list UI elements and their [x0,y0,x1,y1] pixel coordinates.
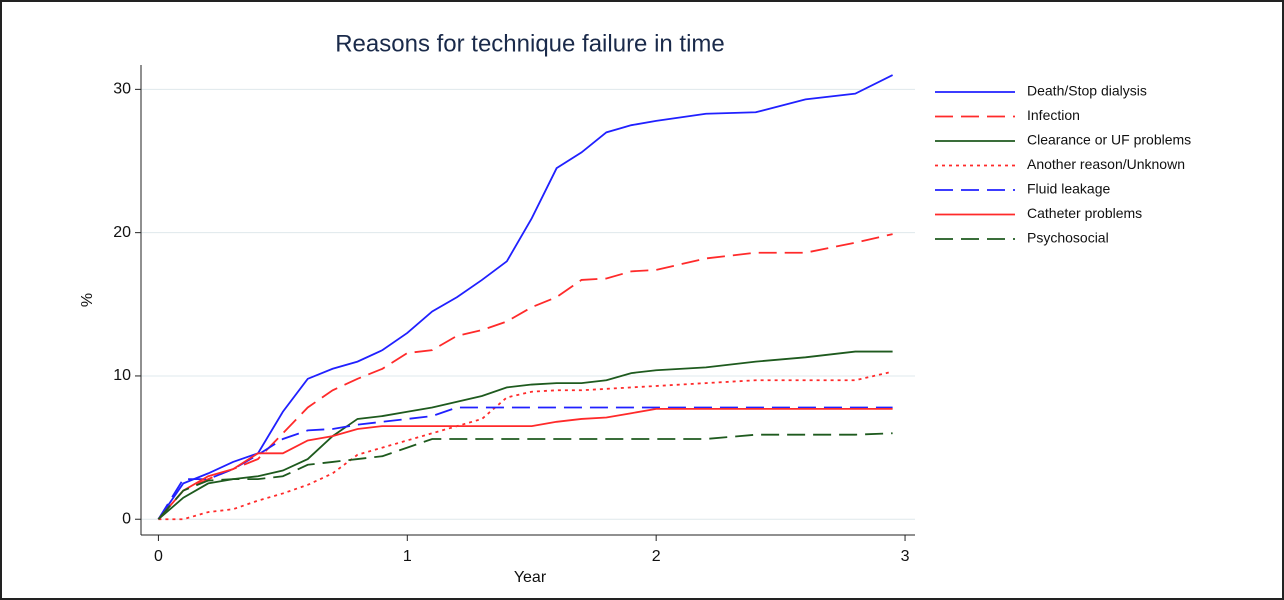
y-axis-label: % [79,293,96,307]
legend-label: Infection [1027,107,1080,123]
x-tick-label: 2 [652,548,661,565]
series-line [157,74,894,520]
series-line [157,406,893,520]
x-axis-label: Year [514,569,547,586]
chart-title: Reasons for technique failure in time [335,30,725,57]
legend-label: Fluid leakage [1027,181,1110,197]
legend-label: Catheter problems [1027,205,1142,221]
series-line [157,408,893,520]
legend-label: Another reason/Unknown [1027,156,1185,172]
y-tick-label: 10 [113,367,131,384]
y-tick-label: 0 [122,510,131,527]
x-tick-label: 0 [154,548,163,565]
y-tick-label: 20 [113,224,131,241]
legend-label: Psychosocial [1027,230,1109,246]
legend-label: Clearance or UF problems [1027,132,1191,148]
series-line [158,370,893,521]
x-tick-label: 1 [403,548,412,565]
x-tick-label: 3 [901,548,910,565]
series-line [157,432,893,520]
legend-label: Death/Stop dialysis [1027,83,1147,99]
y-tick-label: 30 [113,81,131,98]
series-line [157,233,893,520]
series-line [157,350,893,520]
